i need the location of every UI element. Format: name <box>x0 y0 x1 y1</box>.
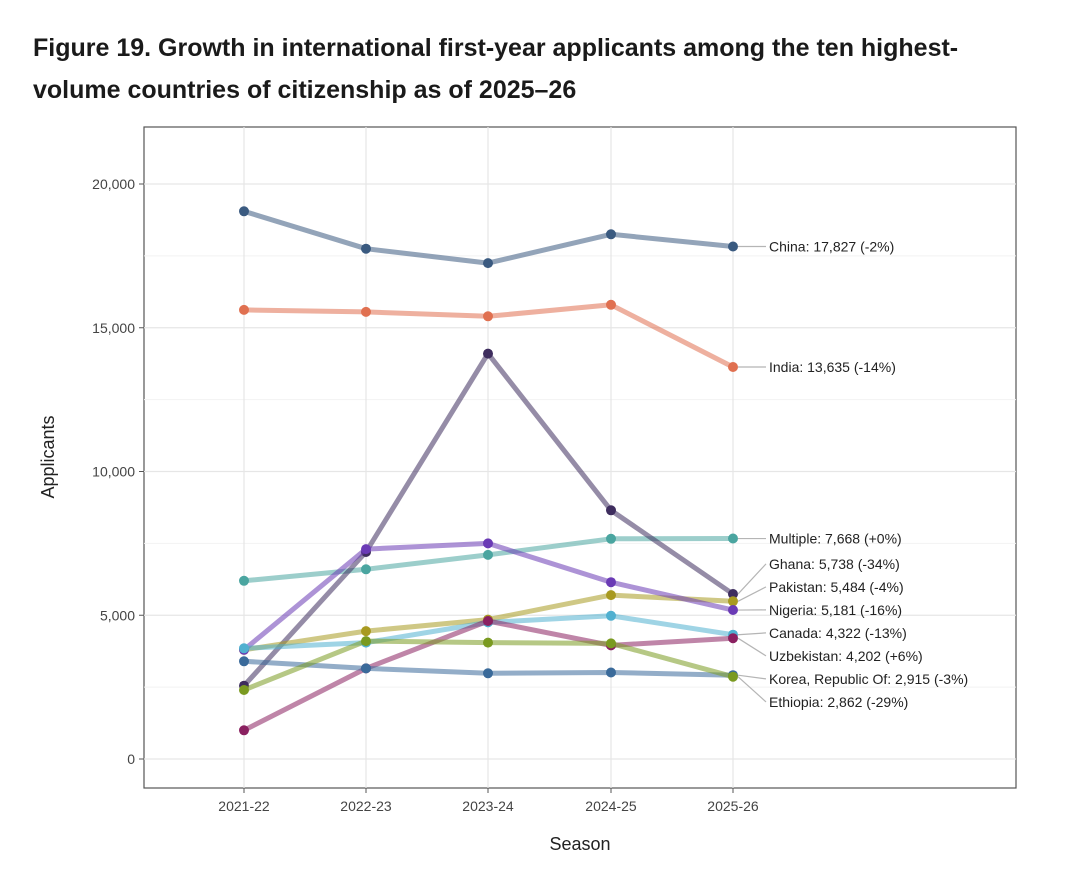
data-point-pakistan <box>606 590 616 601</box>
y-tick-label: 0 <box>127 751 135 767</box>
data-point-nigeria <box>728 605 738 615</box>
data-point-canada <box>606 610 616 621</box>
data-point-india <box>606 299 616 310</box>
plot-panel <box>143 126 1017 789</box>
label-leader-canada <box>737 632 767 636</box>
data-point-nigeria <box>483 538 493 549</box>
label-leader-korea-republic-of <box>737 674 767 680</box>
data-point-korea-republic-of <box>483 668 493 679</box>
data-point-pakistan <box>361 626 371 637</box>
x-tick-label: 2022-23 <box>340 798 392 814</box>
series-label-uzbekistan: Uzbekistan: 4,202 (+6%) <box>769 648 923 664</box>
data-point-india <box>483 311 493 322</box>
y-tick-label: 5,000 <box>100 607 135 623</box>
y-axis-ticks: 0 5,000 10,000 15,000 20,000 <box>92 176 144 767</box>
data-point-canada <box>239 643 249 654</box>
data-point-ethiopia <box>728 671 738 682</box>
data-point-korea-republic-of <box>606 667 616 678</box>
data-point-china <box>239 206 249 217</box>
series-label-nigeria: Nigeria: 5,181 (-16%) <box>769 602 902 618</box>
data-point-uzbekistan <box>483 616 493 626</box>
label-leader-ethiopia <box>737 676 767 703</box>
data-point-ethiopia <box>606 638 616 649</box>
label-leader-pakistan <box>737 586 767 602</box>
x-tick-label: 2021-22 <box>218 798 270 814</box>
y-tick-label: 20,000 <box>92 176 135 192</box>
figure-title-line1: Figure 19. Growth in international first… <box>33 34 959 62</box>
data-point-pakistan <box>728 596 738 607</box>
figure-title-line2: volume countries of citizenship as of 20… <box>33 76 577 104</box>
data-point-ethiopia <box>239 685 249 695</box>
series-label-ethiopia: Ethiopia: 2,862 (-29%) <box>769 694 908 710</box>
data-point-korea-republic-of <box>239 656 249 667</box>
x-tick-label: 2023-24 <box>462 798 514 814</box>
data-point-uzbekistan <box>239 725 249 736</box>
series-lines <box>239 206 738 736</box>
series-label-pakistan: Pakistan: 5,484 (-4%) <box>769 579 904 595</box>
series-label-canada: Canada: 4,322 (-13%) <box>769 625 907 641</box>
data-point-india <box>239 304 249 315</box>
data-point-china <box>483 258 493 269</box>
data-point-uzbekistan <box>728 633 738 644</box>
x-axis-ticks: 2021-22 2022-23 2023-24 2024-25 2025-26 <box>218 788 759 814</box>
y-axis-title: Applicants <box>38 415 58 498</box>
data-point-china <box>606 229 616 240</box>
data-point-ghana <box>483 348 493 359</box>
label-leader-uzbekistan <box>737 637 767 657</box>
data-point-nigeria <box>606 577 616 588</box>
series-label-china: China: 17,827 (-2%) <box>769 238 894 254</box>
data-point-india <box>361 306 371 317</box>
data-point-nigeria <box>361 544 371 555</box>
data-point-multiple <box>361 564 371 575</box>
data-point-multiple <box>483 549 493 560</box>
data-point-multiple <box>239 575 249 586</box>
x-axis-title: Season <box>549 834 610 854</box>
data-point-ghana <box>606 505 616 516</box>
data-point-korea-republic-of <box>361 663 371 674</box>
series-label-india: India: 13,635 (-14%) <box>769 359 896 375</box>
y-tick-label: 15,000 <box>92 320 135 336</box>
y-tick-label: 10,000 <box>92 464 135 480</box>
data-point-ghana <box>728 589 738 599</box>
data-point-multiple <box>728 533 738 544</box>
data-point-china <box>361 243 371 254</box>
series-label-ghana: Ghana: 5,738 (-34%) <box>769 556 900 572</box>
data-point-ethiopia <box>483 637 493 648</box>
series-label-korea-republic-of: Korea, Republic Of: 2,915 (-3%) <box>769 671 968 687</box>
series-labels: China: 17,827 (-2%) India: 13,635 (-14%) M… <box>737 238 968 710</box>
figure-title: Figure 19. Growth in international first… <box>33 27 1033 111</box>
data-point-ethiopia <box>361 636 371 647</box>
data-point-india <box>728 362 738 372</box>
data-point-china <box>728 241 738 252</box>
series-label-multiple: Multiple: 7,668 (+0%) <box>769 531 902 547</box>
x-tick-label: 2024-25 <box>585 798 637 814</box>
data-point-multiple <box>606 533 616 544</box>
x-tick-label: 2025-26 <box>707 798 759 814</box>
label-leader-ghana <box>737 563 767 595</box>
